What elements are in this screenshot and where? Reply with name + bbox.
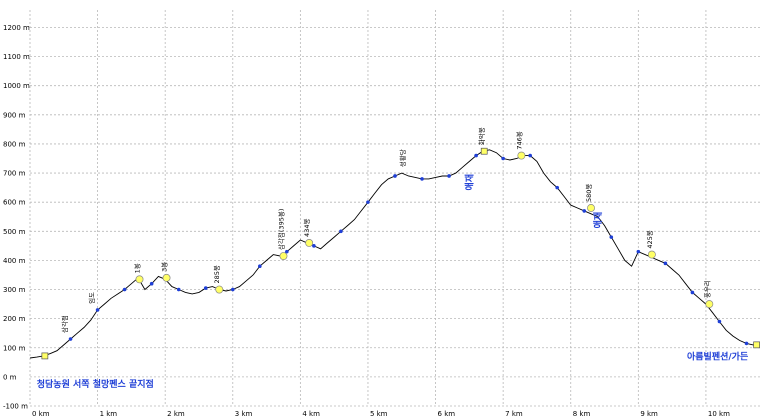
track-point xyxy=(663,261,668,266)
waypoint-label: 3봉 xyxy=(161,262,169,272)
track-point xyxy=(609,235,614,239)
grid xyxy=(29,10,760,407)
waypoint-circle-marker xyxy=(279,252,288,260)
vertical-blue-label: 애재 xyxy=(592,212,604,229)
waypoint-square-marker xyxy=(41,352,49,360)
annotation-label: 삼각점 xyxy=(60,315,69,333)
waypoint-label: 1봉 xyxy=(134,263,142,273)
x-tick-label: 4 km xyxy=(302,410,320,418)
waypoint-square-marker xyxy=(753,341,760,349)
y-tick-label: -100 m xyxy=(3,403,28,411)
waypoint-circle-marker xyxy=(305,238,314,247)
y-tick-label: 500 m xyxy=(3,228,26,236)
track-point xyxy=(366,200,370,204)
track-point xyxy=(68,337,73,341)
x-tick-label: 1 km xyxy=(100,410,118,418)
track-point xyxy=(447,174,451,178)
x-tick-label: 7 km xyxy=(505,410,523,418)
track-point xyxy=(420,177,424,181)
track-point xyxy=(474,153,478,158)
waypoint-circle-marker xyxy=(162,273,171,282)
track-point xyxy=(744,341,749,346)
y-tick-label: 100 m xyxy=(3,344,26,352)
track-point xyxy=(690,290,695,295)
axes: -100 m 0 m 100 m 200 m 300 m 400 m 500 m 600 m 7… xyxy=(3,24,730,418)
x-tick-label: 2 km xyxy=(167,410,185,418)
x-tick-label: 10 km xyxy=(708,410,730,418)
x-tick-label: 8 km xyxy=(573,410,591,418)
waypoint-circle-marker xyxy=(587,204,595,212)
track-point xyxy=(528,153,532,158)
waypoint-label: 삼각점(395봉) xyxy=(276,209,285,250)
y-tick-label: 1100 m xyxy=(3,53,30,61)
y-tick-label: 200 m xyxy=(3,315,26,323)
track-point xyxy=(582,209,587,213)
annotation-layer: 화악봉 1봉 3봉 285봉 삼각점(395봉) 434봉 746봉 580봉 425봉풍우리임… xyxy=(60,127,711,333)
waypoint-square-marker xyxy=(480,147,488,155)
y-tick-label: 700 m xyxy=(3,170,26,178)
waypoint-label: 425봉 xyxy=(646,230,654,248)
annotation-label: 임도 xyxy=(88,292,96,304)
x-tick-label: 5 km xyxy=(370,410,388,418)
waypoint-markers xyxy=(41,147,760,360)
track-point xyxy=(95,308,100,312)
x-tick-label: 9 km xyxy=(640,410,658,418)
y-tick-label: 600 m xyxy=(3,199,26,207)
waypoint-circle-marker xyxy=(705,300,714,309)
x-tick-label: 6 km xyxy=(438,410,456,418)
track-point xyxy=(149,281,154,286)
end-point-label: 아름빌펜션/가든 xyxy=(687,350,748,362)
waypoint-circle-marker xyxy=(517,151,526,160)
track-point xyxy=(393,174,397,178)
waypoint-circle-marker xyxy=(215,285,224,294)
y-tick-label: 0 m xyxy=(3,373,17,381)
track-point xyxy=(176,287,181,292)
waypoint-label: 285봉 xyxy=(213,265,221,283)
waypoint-label: 580봉 xyxy=(585,184,593,202)
waypoint-label: 746봉 xyxy=(515,131,523,149)
y-tick-label: 900 m xyxy=(3,111,26,119)
vertical-blue-label: 애재 xyxy=(464,174,476,191)
track-point xyxy=(122,287,127,292)
waypoint-label: 434봉 xyxy=(303,219,311,237)
x-tick-label: 3 km xyxy=(235,410,253,418)
track-point xyxy=(312,244,316,248)
y-tick-label: 800 m xyxy=(3,140,26,148)
track-point xyxy=(555,185,560,190)
track-point xyxy=(258,264,262,269)
track-point xyxy=(230,287,235,292)
start-point-label: 청담농원 서쪽 철망펜스 끝지점 xyxy=(37,378,154,390)
track-point xyxy=(501,156,505,161)
track-point xyxy=(636,249,641,254)
annotation-label: 성황당 xyxy=(398,149,407,167)
track-point xyxy=(339,229,343,234)
track-point xyxy=(203,286,208,290)
track-point xyxy=(285,249,289,254)
y-tick-label: 1000 m xyxy=(3,82,30,90)
waypoint-label: 화악봉 xyxy=(478,127,486,145)
waypoint-circle-marker xyxy=(135,275,144,284)
track-point xyxy=(717,319,722,324)
y-tick-label: 300 m xyxy=(3,286,26,294)
x-tick-label: 0 km xyxy=(32,410,50,418)
y-tick-label: 1200 m xyxy=(3,24,30,32)
waypoint-circle-marker xyxy=(647,250,656,259)
waypoint-label: 풍우리 xyxy=(702,280,711,298)
y-tick-label: 400 m xyxy=(3,257,26,265)
